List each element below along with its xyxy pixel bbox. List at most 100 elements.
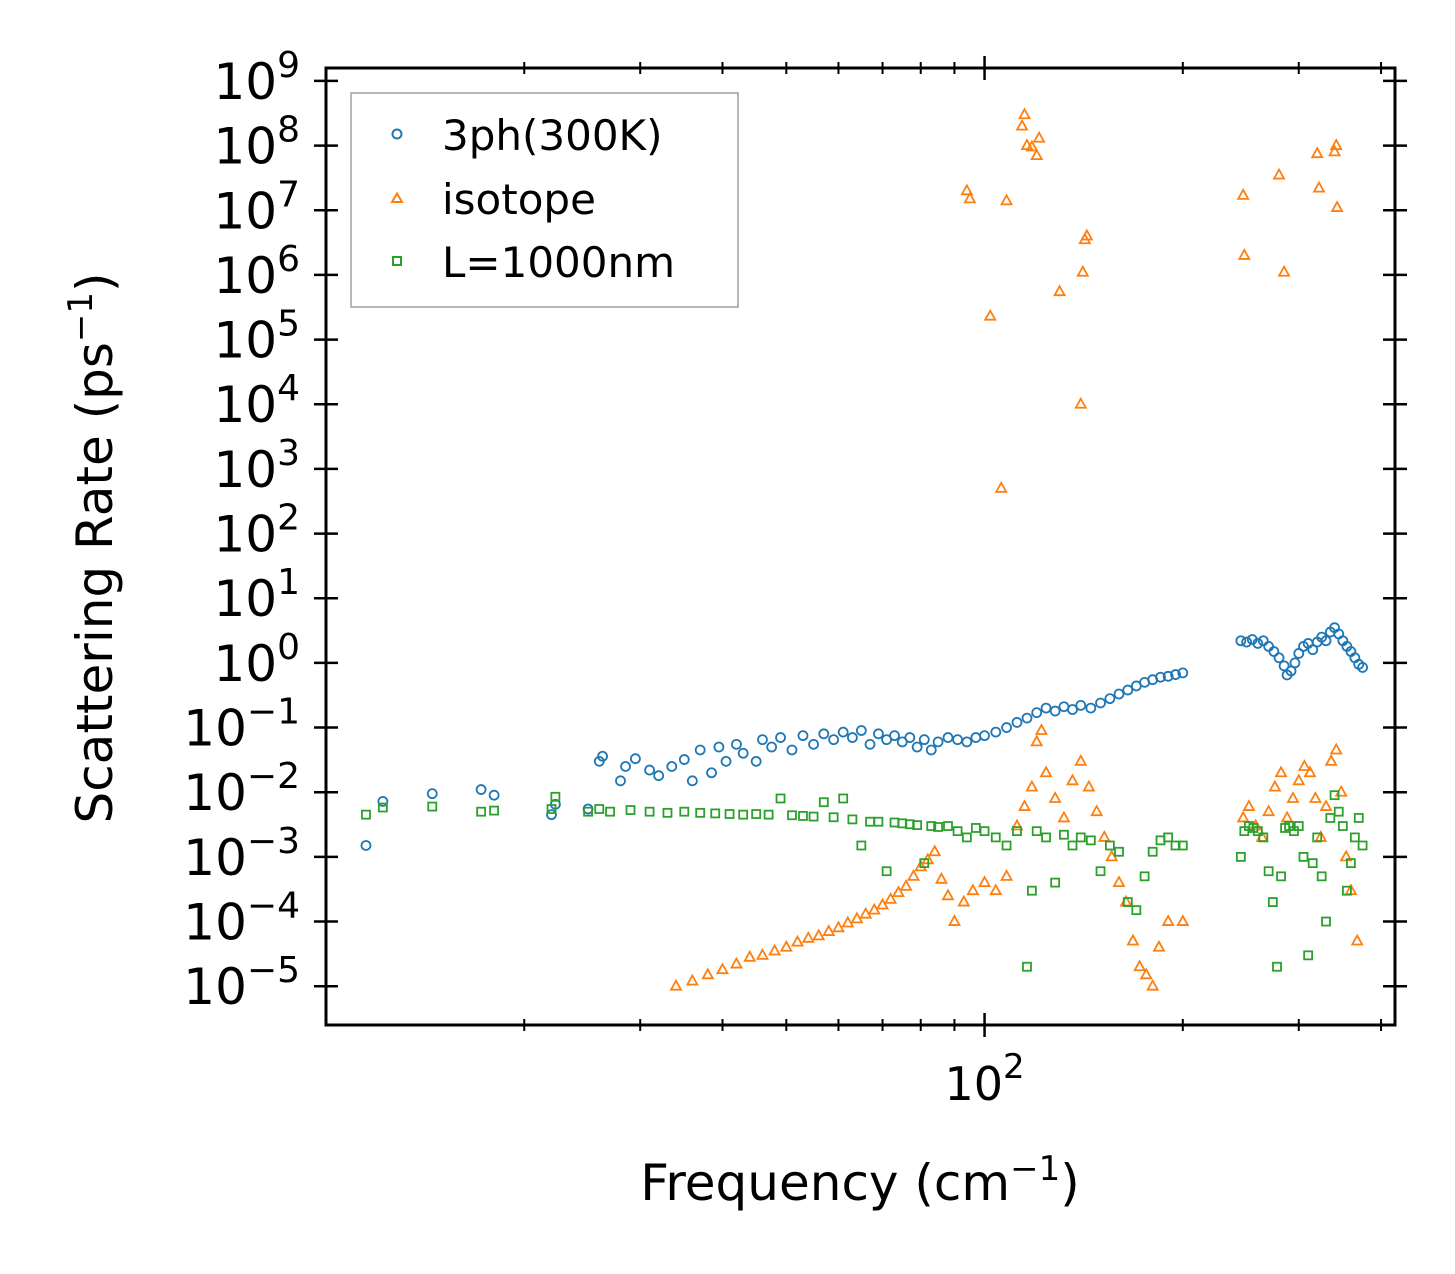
data-point-boundary (763, 809, 774, 820)
data-point-isotope (1310, 146, 1324, 159)
data-point-boundary (1139, 871, 1150, 882)
data-point-boundary (881, 866, 892, 877)
data-point-3ph (911, 741, 923, 753)
data-point-boundary (926, 821, 937, 831)
data-point-isotope (850, 911, 864, 924)
data-point-3ph (713, 741, 725, 753)
data-point-isotope (1133, 959, 1147, 972)
data-point-isotope (1039, 765, 1053, 778)
data-point-3ph (615, 775, 626, 787)
data-point-3ph (686, 775, 698, 787)
data-point-boundary (550, 791, 561, 802)
data-point-boundary (961, 832, 972, 843)
data-point-boundary (1272, 961, 1282, 972)
data-point-isotope (1292, 773, 1306, 786)
data-point-boundary (787, 810, 797, 821)
x-axis-ticks: 102 (523, 56, 1383, 1111)
data-point-isotope (822, 924, 836, 936)
data-point-boundary (808, 811, 819, 822)
data-point-3ph (706, 767, 717, 779)
data-point-isotope (1048, 791, 1062, 803)
data-point-isotope (1274, 765, 1288, 778)
data-point-isotope (947, 914, 961, 926)
plot-frame (324, 66, 1397, 1027)
data-point-isotope (859, 906, 873, 919)
data-point-isotope (685, 973, 699, 986)
data-point-isotope (1053, 284, 1067, 297)
data-point-isotope (1032, 130, 1046, 143)
data-point-3ph (889, 730, 900, 742)
data-point-boundary (1031, 826, 1042, 837)
data-point-3ph (546, 809, 557, 821)
data-point-boundary (1163, 832, 1174, 843)
data-point-boundary (1114, 846, 1124, 857)
data-point-3ph (488, 789, 500, 801)
data-point-boundary (1337, 821, 1348, 831)
data-point-3ph (873, 728, 884, 740)
data-point-boundary (919, 858, 930, 869)
data-point-3ph (1085, 702, 1097, 714)
data-point-boundary (1104, 840, 1115, 851)
data-point-boundary (1316, 871, 1327, 882)
data-point-boundary (798, 811, 808, 821)
y-tick-label: 106 (213, 239, 300, 305)
data-point-isotope (1146, 978, 1160, 991)
data-point-3ph (942, 732, 954, 743)
data-point-boundary (605, 806, 615, 817)
data-point-isotope (1308, 791, 1322, 803)
data-point-isotope (1076, 264, 1090, 277)
data-point-3ph (1001, 722, 1012, 733)
data-point-isotope (729, 956, 743, 969)
data-point-isotope (1324, 754, 1338, 766)
series-2 (361, 790, 1368, 972)
data-point-isotope (994, 481, 1008, 493)
y-tick-label: 103 (213, 433, 300, 499)
data-point-isotope (934, 871, 948, 884)
data-point-isotope (669, 978, 683, 991)
data-point-isotope (1303, 765, 1317, 778)
data-point-isotope (957, 894, 971, 907)
data-point-boundary (1258, 832, 1269, 843)
data-point-boundary (738, 809, 749, 820)
data-point-isotope (841, 915, 855, 928)
data-point-boundary (979, 826, 990, 837)
data-point-3ph (1049, 705, 1061, 717)
data-point-boundary (594, 804, 605, 814)
data-point-isotope (1329, 742, 1343, 755)
data-point-boundary (583, 806, 593, 817)
data-point-boundary (1022, 961, 1032, 972)
data-point-boundary (1041, 832, 1051, 843)
data-point-isotope (755, 947, 769, 960)
legend: 3ph(300K) isotope L=1000nm (350, 92, 739, 308)
data-point-3ph (1021, 712, 1033, 724)
x-axis-label: Frequency (cm−1) (640, 1149, 1080, 1212)
data-point-3ph (630, 753, 641, 765)
data-point-boundary (679, 806, 690, 817)
data-point-boundary (1067, 840, 1078, 851)
y-axis-label: Scattering Rate (ps−1) (61, 272, 124, 823)
data-point-3ph (360, 840, 372, 851)
data-point-3ph (847, 732, 858, 743)
data-point-isotope (960, 183, 974, 196)
data-point-isotope (1025, 779, 1039, 792)
data-point-isotope (1017, 107, 1032, 120)
data-point-isotope (1277, 264, 1291, 277)
data-point-isotope (768, 943, 782, 956)
data-point-boundary (1267, 897, 1278, 907)
data-point-isotope (1034, 723, 1048, 735)
data-point-boundary (546, 804, 557, 814)
data-point-3ph (1273, 652, 1285, 664)
data-point-boundary (1235, 851, 1246, 862)
data-point-3ph (1170, 669, 1181, 680)
data-point-3ph (837, 726, 849, 738)
data-point-boundary (1353, 813, 1364, 823)
x-tick-label: 102 (944, 1047, 1024, 1111)
data-point-isotope (989, 883, 1003, 896)
data-point-isotope (1272, 167, 1286, 180)
data-point-3ph (620, 761, 631, 772)
data-point-boundary (1001, 840, 1012, 851)
data-point-3ph (694, 744, 706, 756)
data-point-boundary (1307, 858, 1318, 869)
data-point-isotope (1080, 228, 1094, 241)
data-point-isotope (914, 859, 928, 872)
